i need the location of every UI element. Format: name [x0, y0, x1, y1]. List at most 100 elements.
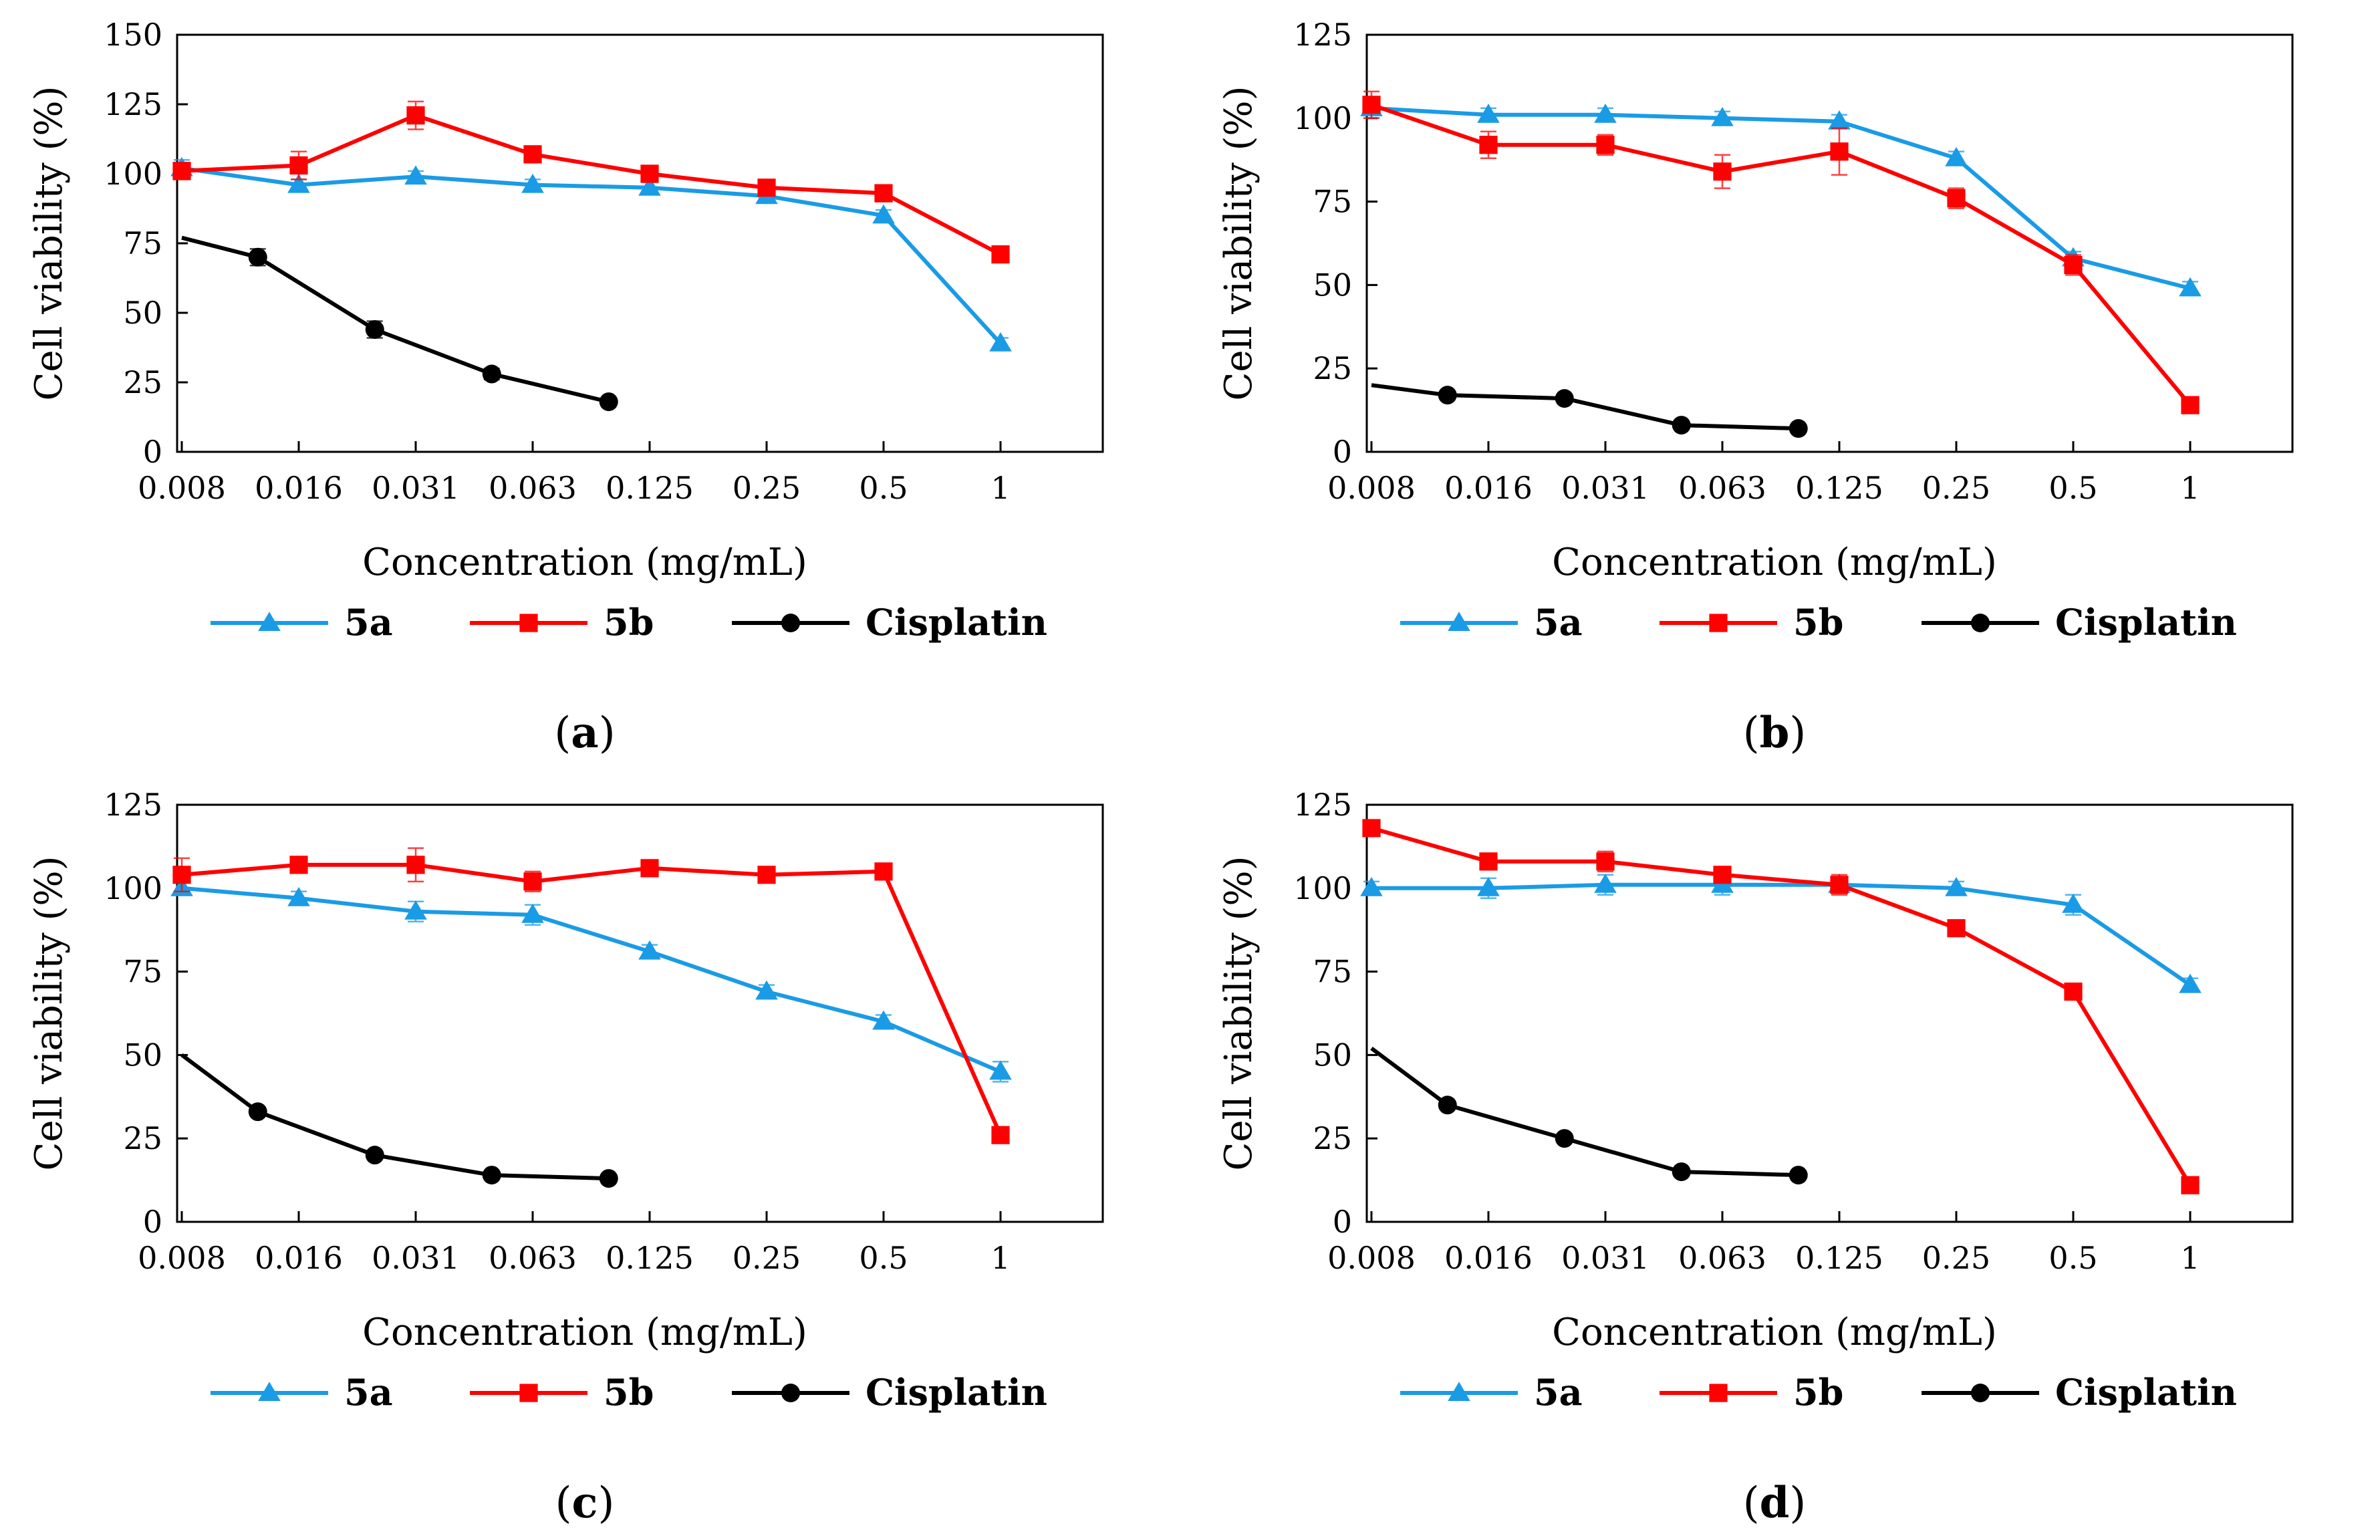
data-point	[523, 145, 542, 164]
data-point	[1672, 1162, 1691, 1182]
data-point	[2181, 396, 2200, 414]
x-axis-title: Concentration (mg/mL)	[362, 541, 807, 584]
x-tick-label: 0.25	[1922, 1240, 1990, 1276]
x-tick-label: 0.25	[733, 1240, 801, 1276]
panel-label: (a)	[554, 708, 615, 758]
x-axis: 0.008 0.016 0.031 0.063 0.125 0.25 0.5 1	[138, 1211, 1011, 1276]
series-cisplatin	[1371, 383, 1808, 438]
data-point	[406, 106, 425, 125]
chart-panel-a: 0 25 50 75 100 125 150 0.008 0.016 0.031 0.063 0.12…	[27, 17, 1104, 758]
series-5b	[172, 100, 1010, 264]
x-tick-label: 0.125	[606, 470, 694, 506]
x-tick-label: 0.031	[372, 1240, 460, 1276]
legend-marker	[1448, 1382, 1470, 1401]
data-point	[757, 178, 776, 197]
legend-item-5a: 5a	[211, 1371, 393, 1414]
y-tick-label: 25	[1313, 1120, 1352, 1156]
data-point	[991, 245, 1010, 264]
data-point	[289, 156, 308, 175]
series-line	[181, 113, 1002, 257]
y-tick-label: 125	[1293, 787, 1352, 823]
legend-marker	[1709, 614, 1728, 632]
data-point	[599, 392, 618, 412]
y-tick-label: 0	[1333, 434, 1352, 470]
data-point	[1830, 142, 1849, 161]
x-tick-label: 0.016	[255, 470, 343, 506]
x-tick-label: 0.063	[489, 1240, 577, 1276]
panel-label: (b)	[1743, 708, 1807, 758]
legend: 5a 5b Cisplatin	[1400, 601, 2237, 644]
legend-marker	[1971, 614, 1990, 632]
y-tick-label: 25	[123, 364, 162, 400]
legend-item-cisplatin: Cisplatin	[1922, 601, 2237, 644]
series-5a	[170, 877, 1012, 1083]
x-tick-label: 0.5	[859, 1240, 908, 1276]
y-tick-label: 100	[104, 870, 162, 906]
series-line	[181, 862, 1003, 1136]
data-point	[1947, 919, 1966, 938]
data-point	[523, 872, 542, 891]
x-tick-label: 0.031	[372, 470, 460, 506]
data-point	[287, 886, 310, 906]
series-5b	[1362, 819, 2200, 1194]
series-line	[180, 1053, 609, 1181]
x-tick-label: 0.008	[1327, 470, 1416, 506]
data-point	[1672, 416, 1691, 435]
data-point	[521, 173, 544, 193]
x-tick-label: 0.25	[733, 470, 801, 506]
y-tick-label: 75	[123, 954, 162, 990]
data-point	[638, 940, 661, 960]
legend-label: 5a	[1534, 1371, 1583, 1414]
legend: 5a 5b Cisplatin	[1400, 1371, 2237, 1414]
x-tick-label: 0.5	[2048, 1240, 2097, 1276]
y-tick-label: 50	[1313, 267, 1352, 303]
legend-label: 5a	[1534, 601, 1583, 644]
data-point	[1362, 819, 1381, 838]
legend-item-cisplatin: Cisplatin	[732, 601, 1047, 644]
y-axis: 0 25 50 75 100 125 150	[104, 17, 188, 470]
legend-marker	[1448, 612, 1470, 631]
x-axis: 0.008 0.016 0.031 0.063 0.125 0.25 0.5 1	[1327, 1211, 2200, 1276]
legend-item-5b: 5b	[470, 1371, 654, 1414]
x-tick-label: 0.016	[1444, 470, 1533, 506]
x-tick-label: 0.5	[859, 470, 908, 506]
data-point	[365, 1146, 384, 1165]
y-tick-label: 100	[1293, 100, 1352, 136]
data-point	[521, 903, 544, 923]
legend-label: 5a	[344, 1371, 393, 1414]
y-tick-label: 100	[1293, 870, 1352, 906]
data-point	[172, 162, 191, 180]
plot-frame	[1365, 803, 2294, 1223]
data-point	[1362, 96, 1381, 114]
legend-item-cisplatin: Cisplatin	[1922, 1371, 2237, 1414]
panel-label-open-paren: (	[1743, 709, 1760, 758]
data-point	[1479, 852, 1498, 871]
data-point	[874, 862, 893, 881]
data-point	[599, 1169, 618, 1188]
data-point	[1596, 852, 1615, 871]
legend-marker	[781, 614, 800, 632]
legend-label: 5b	[604, 601, 654, 644]
data-point	[872, 204, 895, 224]
panel-label-open-paren: (	[554, 709, 571, 758]
legend: 5a 5b Cisplatin	[211, 1371, 1047, 1414]
panel-label: (c)	[555, 1478, 615, 1528]
y-tick-label: 50	[1313, 1037, 1352, 1073]
y-tick-label: 150	[104, 17, 162, 53]
data-point	[1713, 162, 1732, 181]
series-line	[1370, 1046, 1799, 1178]
panel-label-close-paren: )	[1789, 709, 1806, 758]
data-point	[1789, 419, 1808, 438]
series-cisplatin	[181, 235, 618, 412]
y-tick-label: 125	[104, 787, 162, 823]
legend-marker	[519, 614, 538, 632]
series-line	[1371, 882, 2192, 987]
plot-frame	[176, 33, 1104, 453]
panel-label: (d)	[1743, 1478, 1807, 1528]
legend-marker	[1971, 1384, 1990, 1402]
data-point	[1711, 107, 1734, 126]
y-axis: 0 25 50 75 100 125	[104, 787, 188, 1240]
x-tick-label: 0.031	[1561, 470, 1649, 506]
x-tick-label: 1	[2180, 1240, 2200, 1276]
